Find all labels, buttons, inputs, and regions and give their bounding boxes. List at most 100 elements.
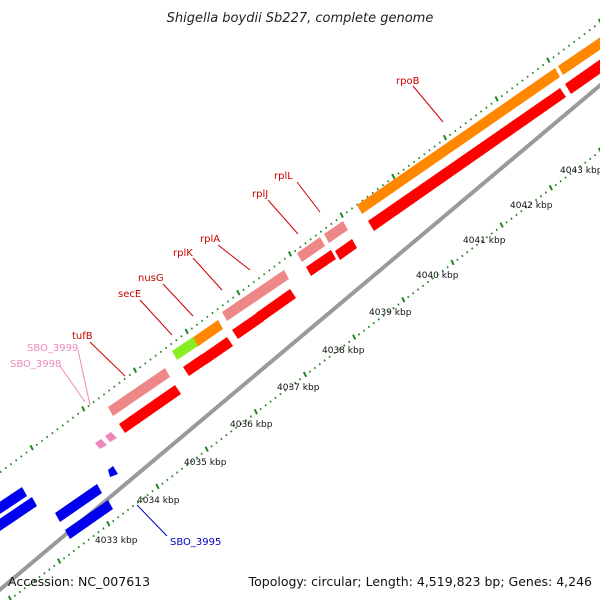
tick-label: 4034 kbp	[137, 496, 180, 506]
sbo-3999-leader	[77, 349, 91, 406]
minor-tick	[485, 236, 489, 239]
minor-tick	[159, 350, 162, 354]
rpoc-upper-block[interactable]	[558, 34, 600, 75]
blue-left-block[interactable]	[0, 487, 27, 514]
minor-tick	[298, 377, 302, 381]
tufb-lower[interactable]	[119, 385, 181, 433]
rplj-upper[interactable]	[297, 237, 325, 262]
minor-tick	[247, 284, 250, 288]
minor-tick	[559, 180, 562, 183]
minor-tick	[244, 419, 248, 422]
major-tick	[7, 595, 12, 600]
map-title: Shigella boydii Sb227, complete genome	[167, 11, 434, 26]
rpob-right-arrow[interactable]	[565, 56, 600, 94]
minor-tick	[82, 542, 85, 545]
blue-upper-block[interactable]	[55, 484, 102, 522]
minor-tick	[564, 176, 567, 179]
sbo-3999-arrow[interactable]	[105, 432, 117, 442]
major-tick	[29, 444, 34, 451]
nusg-lower[interactable]	[201, 337, 233, 364]
gene-label-sece[interactable]: secE	[118, 289, 141, 300]
minor-tick	[220, 437, 223, 441]
gene-label-rplj[interactable]: rplJ	[252, 189, 268, 200]
minor-tick	[314, 234, 317, 237]
tufb-upper[interactable]	[108, 368, 170, 416]
gene-label-sbo-3995[interactable]: SBO_3995	[170, 537, 221, 548]
minor-tick	[584, 161, 587, 164]
major-tick	[450, 259, 455, 266]
minor-tick	[154, 354, 157, 357]
gene-label-rpob[interactable]: rpoB	[396, 76, 420, 87]
minor-tick	[588, 28, 591, 32]
sbo-3998-arrow[interactable]	[95, 439, 107, 449]
minor-tick	[459, 125, 462, 129]
sece-upper[interactable]	[172, 337, 198, 360]
minor-tick	[211, 311, 214, 315]
rpob-upper-block[interactable]	[357, 68, 560, 214]
major-tick	[401, 296, 406, 303]
minor-tick	[33, 579, 36, 582]
minor-tick	[534, 198, 538, 202]
minor-tick	[387, 310, 390, 314]
rpla-upper[interactable]	[222, 270, 289, 321]
minor-tick	[20, 455, 23, 458]
minor-tick	[161, 482, 164, 485]
rpob-lower-arrow[interactable]	[368, 88, 566, 231]
gene-label-rplk[interactable]: rplK	[173, 248, 193, 259]
rpll-upper[interactable]	[324, 221, 348, 243]
gene-label-rpll[interactable]: rplL	[274, 171, 293, 182]
rpll-lower[interactable]	[335, 239, 357, 260]
gene-label-nusg[interactable]: nusG	[138, 273, 164, 284]
minor-tick	[235, 426, 238, 429]
minor-tick	[87, 538, 90, 541]
gene-label-sbo-3998[interactable]: SBO_3998	[10, 359, 61, 370]
sece-lower[interactable]	[183, 354, 208, 376]
rplk-lower[interactable]	[232, 312, 264, 339]
major-tick	[391, 173, 396, 180]
minor-tick	[464, 121, 467, 125]
minor-tick	[552, 56, 555, 59]
minor-tick	[397, 303, 400, 306]
minor-tick	[92, 400, 95, 404]
rplj-lower[interactable]	[306, 250, 336, 276]
minor-tick	[377, 318, 380, 321]
nusg-upper[interactable]	[192, 320, 223, 347]
rpla-lower[interactable]	[256, 289, 296, 322]
minor-tick	[456, 258, 459, 261]
minor-tick	[97, 531, 100, 534]
minor-tick	[505, 90, 509, 94]
minor-tick	[480, 239, 484, 243]
accession-text: Accession: NC_007613	[8, 574, 150, 589]
minor-tick	[72, 549, 76, 553]
minor-tick	[92, 534, 95, 538]
minor-tick	[323, 359, 326, 362]
minor-tick	[53, 564, 56, 568]
minor-tick	[530, 202, 533, 205]
gene-label-sbo-3999[interactable]: SBO_3999	[27, 343, 78, 354]
minor-tick	[469, 118, 472, 121]
major-tick	[548, 184, 553, 191]
blue-lower-block[interactable]	[65, 500, 113, 539]
rpla-leader	[217, 244, 251, 271]
minor-tick	[357, 333, 361, 336]
minor-tick	[328, 355, 331, 358]
minor-tick	[170, 342, 173, 346]
minor-tick	[274, 396, 277, 400]
blue-left-block-2[interactable]	[0, 497, 37, 531]
minor-tick	[433, 145, 436, 148]
minor-tick	[40, 439, 44, 443]
minor-tick	[215, 441, 218, 444]
minor-tick	[35, 443, 38, 447]
minor-tick	[164, 346, 168, 350]
minor-tick	[418, 156, 421, 160]
tick-label: 4041 kbp	[463, 236, 506, 246]
minor-tick	[252, 280, 255, 284]
gene-label-tufb[interactable]: tufB	[72, 331, 93, 342]
major-tick	[184, 328, 189, 335]
gene-label-rpla[interactable]: rplA	[200, 234, 220, 245]
minor-tick	[461, 254, 464, 258]
minor-tick	[123, 377, 126, 381]
tick-label: 4036 kbp	[230, 420, 273, 430]
blue-small-arrow[interactable]	[108, 466, 118, 477]
minor-tick	[97, 397, 100, 400]
